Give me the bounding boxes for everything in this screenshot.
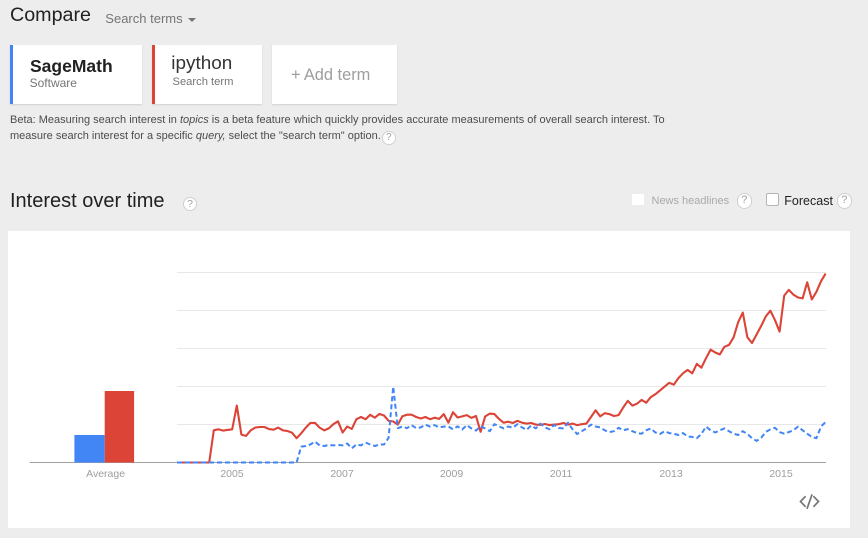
svg-text:2007: 2007	[330, 468, 354, 480]
svg-text:2011: 2011	[550, 468, 573, 480]
svg-text:2009: 2009	[440, 468, 464, 480]
svg-text:2015: 2015	[769, 468, 793, 480]
svg-text:Average: Average	[86, 468, 125, 480]
svg-text:2013: 2013	[659, 468, 683, 480]
svg-text:2005: 2005	[220, 468, 244, 480]
